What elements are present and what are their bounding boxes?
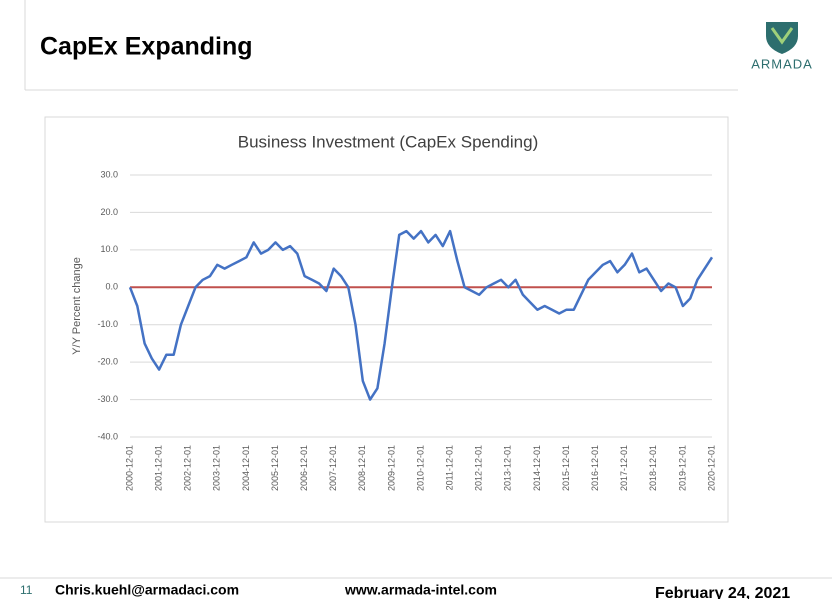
logo-icon (766, 22, 798, 54)
slide-title: CapEx Expanding (40, 33, 253, 61)
x-tick-label: 2009-12-01 (386, 445, 396, 491)
logo-text: ARMADA (751, 56, 813, 71)
x-tick-label: 2004-12-01 (241, 445, 251, 491)
footer-website: www.armada-intel.com (344, 582, 497, 598)
page-number: 11 (20, 583, 33, 597)
y-tick-label: -10.0 (97, 319, 118, 329)
x-tick-label: 2020-12-01 (706, 445, 716, 491)
x-tick-label: 2001-12-01 (153, 445, 163, 491)
y-tick-label: 30.0 (100, 169, 118, 179)
x-tick-label: 2006-12-01 (299, 445, 309, 491)
y-tick-label: -40.0 (97, 431, 118, 441)
x-tick-label: 2019-12-01 (677, 445, 687, 491)
x-tick-label: 2012-12-01 (474, 445, 484, 491)
x-tick-label: 2008-12-01 (357, 445, 367, 491)
x-tick-label: 2015-12-01 (561, 445, 571, 491)
y-tick-label: 10.0 (100, 244, 118, 254)
x-tick-label: 2011-12-01 (444, 445, 454, 490)
x-tick-label: 2013-12-01 (503, 445, 513, 491)
chart-title: Business Investment (CapEx Spending) (238, 132, 539, 151)
x-tick-label: 2016-12-01 (590, 445, 600, 491)
x-tick-label: 2007-12-01 (328, 445, 338, 491)
data-line (128, 229, 714, 401)
x-tick-label: 2005-12-01 (270, 445, 280, 491)
y-tick-label: -20.0 (97, 357, 118, 367)
x-tick-label: 2017-12-01 (619, 445, 629, 491)
x-tick-label: 2014-12-01 (532, 445, 542, 491)
footer-email: Chris.kuehl@armadaci.com (55, 582, 239, 598)
x-tick-label: 2018-12-01 (648, 445, 658, 491)
y-tick-label: -30.0 (97, 394, 118, 404)
y-tick-label: 0.0 (105, 282, 118, 292)
x-tick-label: 2003-12-01 (212, 445, 222, 491)
x-tick-label: 2000-12-01 (124, 445, 134, 491)
y-tick-label: 20.0 (100, 207, 118, 217)
footer-date: February 24, 2021 (655, 585, 790, 599)
y-axis-label: Y/Y Percent change (71, 257, 83, 355)
x-tick-label: 2002-12-01 (183, 445, 193, 491)
x-tick-label: 2010-12-01 (415, 445, 425, 491)
